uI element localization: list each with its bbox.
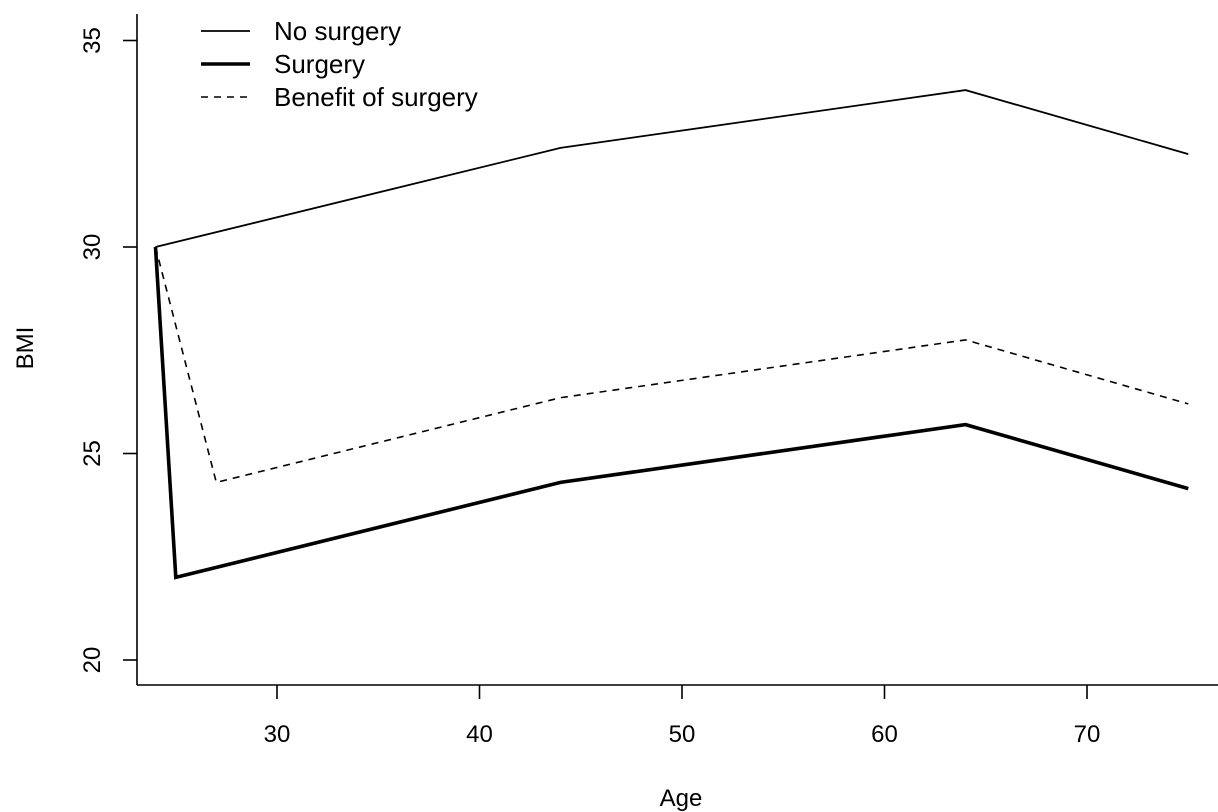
series-line-3 <box>154 246 1189 484</box>
y-tick-label: 30 <box>79 234 106 261</box>
y-axis-title: BMI <box>12 327 39 370</box>
y-tick-label: 35 <box>79 27 106 54</box>
y-tick-label: 25 <box>79 440 106 467</box>
legend-label: Surgery <box>274 49 365 79</box>
y-tick-label: 20 <box>79 647 106 674</box>
x-tick-label: 60 <box>871 721 898 748</box>
series-layer <box>153 89 1189 580</box>
legend-label: No surgery <box>274 16 401 46</box>
legend-label: Benefit of surgery <box>274 82 478 112</box>
x-tick-label: 70 <box>1074 721 1101 748</box>
x-tick-label: 30 <box>264 721 291 748</box>
axes: 30 40 50 60 70 20 25 30 35 <box>79 14 1218 748</box>
x-tick-label: 40 <box>466 721 493 748</box>
x-axis-title: Age <box>660 785 703 812</box>
series-line-2 <box>153 246 1189 580</box>
series-line-1 <box>155 89 1189 248</box>
x-tick-label: 50 <box>669 721 696 748</box>
